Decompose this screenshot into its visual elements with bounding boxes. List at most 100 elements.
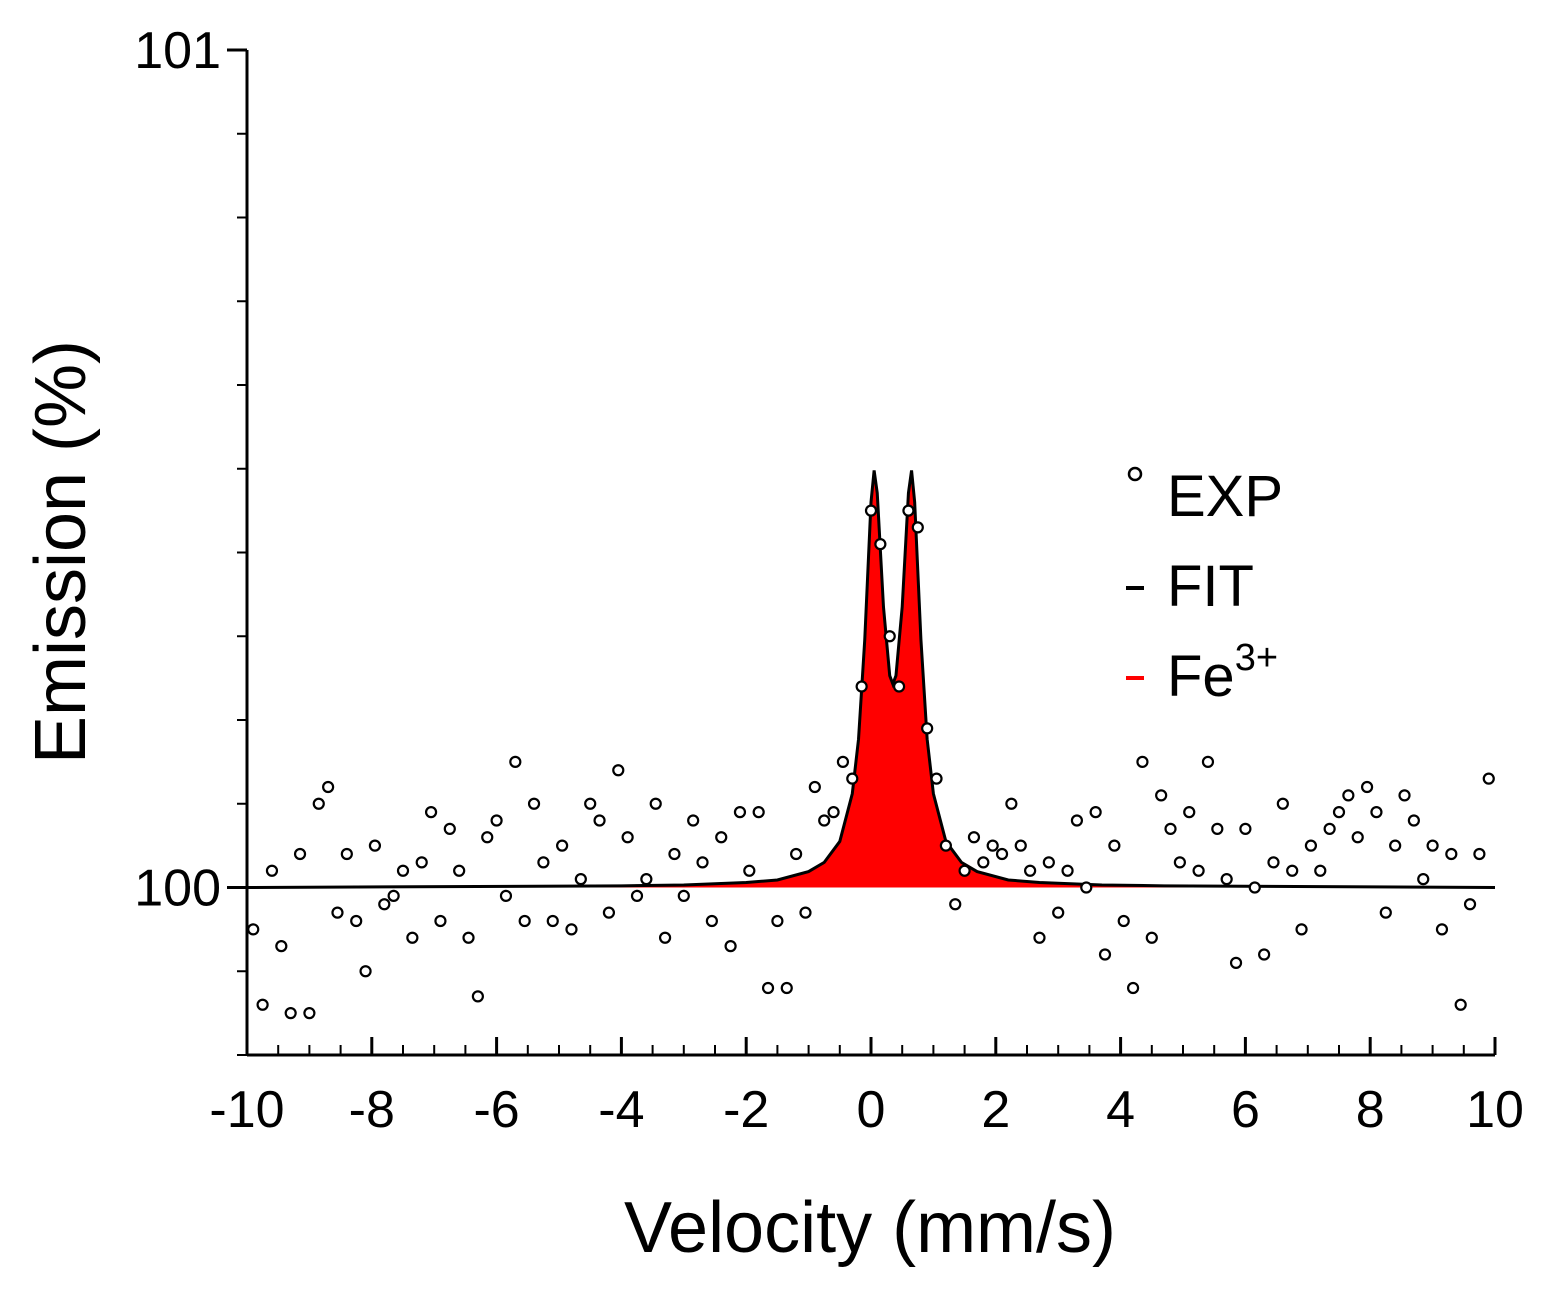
data-point bbox=[649, 797, 662, 810]
data-point bbox=[790, 847, 803, 861]
data-point bbox=[1332, 806, 1346, 819]
data-point bbox=[406, 931, 419, 944]
data-point bbox=[677, 889, 690, 902]
x-tick-label: -8 bbox=[349, 1081, 395, 1139]
data-point bbox=[1173, 856, 1186, 869]
data-point bbox=[986, 839, 999, 852]
data-point bbox=[658, 931, 672, 944]
data-point bbox=[453, 864, 466, 877]
data-point bbox=[752, 806, 765, 819]
data-point bbox=[874, 538, 887, 551]
x-tick-label: -4 bbox=[598, 1081, 644, 1139]
data-point bbox=[808, 780, 821, 794]
data-point bbox=[1435, 923, 1449, 936]
data-point bbox=[593, 814, 606, 827]
data-point bbox=[1379, 906, 1392, 919]
x-tick-label: 0 bbox=[857, 1081, 886, 1139]
data-point bbox=[518, 914, 531, 928]
y-tick-label: 100 bbox=[134, 860, 221, 918]
data-point bbox=[743, 864, 756, 877]
legend-label: Fe3+ bbox=[1167, 637, 1278, 709]
data-point bbox=[1229, 956, 1243, 969]
data-point bbox=[481, 831, 494, 844]
data-point bbox=[761, 981, 775, 995]
data-point bbox=[1155, 789, 1168, 802]
data-point bbox=[1463, 898, 1477, 911]
data-point bbox=[1014, 839, 1027, 852]
x-tick-label: 8 bbox=[1356, 1081, 1385, 1139]
data-point bbox=[1183, 806, 1196, 819]
data-point bbox=[1389, 839, 1402, 852]
data-point bbox=[1304, 839, 1318, 852]
data-point bbox=[687, 814, 700, 827]
x-tick-label: 2 bbox=[981, 1081, 1010, 1139]
data-point bbox=[1248, 881, 1261, 894]
x-tick-label: -6 bbox=[473, 1081, 519, 1139]
data-point bbox=[443, 822, 456, 835]
data-point bbox=[387, 889, 400, 902]
data-point bbox=[1211, 822, 1224, 835]
data-point bbox=[1295, 923, 1308, 936]
data-point bbox=[855, 680, 868, 693]
data-point bbox=[1276, 797, 1289, 810]
data-point bbox=[509, 755, 522, 768]
data-point bbox=[771, 914, 784, 928]
data-point bbox=[490, 814, 503, 827]
data-point bbox=[1342, 789, 1355, 802]
data-point bbox=[883, 630, 896, 643]
data-point bbox=[527, 797, 541, 810]
data-point bbox=[1164, 822, 1177, 835]
data-point bbox=[378, 898, 391, 911]
data-point bbox=[995, 847, 1009, 861]
data-point bbox=[556, 839, 569, 852]
data-point bbox=[939, 839, 952, 852]
data-point bbox=[434, 914, 447, 928]
data-point bbox=[1360, 780, 1374, 794]
data-point bbox=[640, 873, 653, 886]
data-point bbox=[350, 914, 363, 928]
data-point bbox=[724, 940, 737, 953]
data-point bbox=[630, 889, 644, 902]
y-axis-label: Emission (%) bbox=[21, 340, 101, 764]
data-point bbox=[1089, 806, 1102, 819]
data-point bbox=[1033, 931, 1046, 944]
data-point bbox=[284, 1007, 297, 1020]
data-point bbox=[1061, 864, 1074, 877]
data-point bbox=[1201, 755, 1215, 768]
data-point bbox=[1445, 847, 1458, 861]
data-point bbox=[1473, 847, 1486, 861]
data-point bbox=[424, 806, 438, 819]
data-point bbox=[1126, 981, 1140, 995]
data-point bbox=[1117, 914, 1130, 928]
data-point bbox=[977, 856, 990, 869]
data-point bbox=[303, 1007, 316, 1020]
data-point bbox=[602, 906, 616, 919]
data-point bbox=[499, 889, 513, 902]
data-point bbox=[471, 990, 484, 1003]
y-tick-label: 101 bbox=[134, 22, 221, 80]
data-point bbox=[415, 856, 428, 869]
data-point bbox=[967, 831, 981, 844]
data-point bbox=[1454, 998, 1467, 1011]
data-point bbox=[668, 847, 681, 861]
data-point bbox=[1286, 864, 1299, 877]
data-point bbox=[462, 931, 475, 944]
data-point bbox=[621, 831, 634, 844]
data-point bbox=[256, 998, 269, 1011]
data-point bbox=[1370, 806, 1383, 819]
data-point bbox=[1258, 948, 1271, 961]
x-tick-label: 10 bbox=[1466, 1081, 1524, 1139]
data-point bbox=[930, 772, 943, 785]
data-point bbox=[1426, 839, 1439, 852]
data-point bbox=[1323, 822, 1336, 835]
data-point bbox=[1145, 931, 1158, 944]
data-point bbox=[293, 847, 307, 861]
data-point bbox=[1098, 948, 1112, 961]
data-point bbox=[827, 806, 840, 819]
x-axis-label: Velocity (mm/s) bbox=[624, 1188, 1116, 1268]
data-point bbox=[799, 906, 812, 919]
data-point bbox=[584, 797, 597, 810]
data-point bbox=[1314, 864, 1327, 877]
